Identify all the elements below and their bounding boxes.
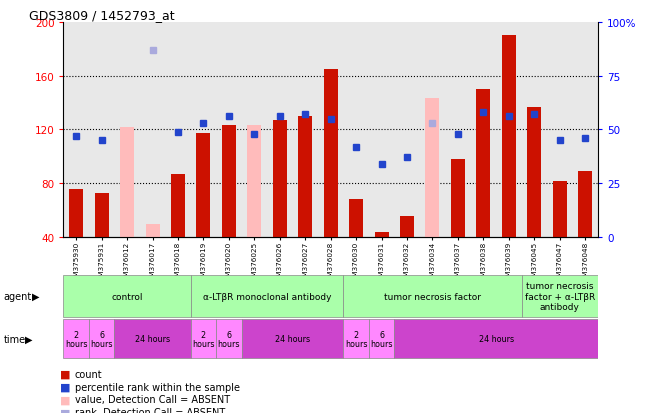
Bar [222, 126, 236, 237]
Text: control: control [112, 292, 143, 301]
Bar [343, 275, 522, 317]
Bar [527, 107, 541, 237]
Text: time: time [3, 334, 25, 344]
Bar [451, 160, 465, 237]
Bar [247, 126, 261, 237]
Bar [375, 232, 389, 237]
Bar [216, 320, 242, 358]
Text: ■: ■ [60, 382, 71, 392]
Bar [349, 200, 363, 237]
Bar [146, 224, 160, 237]
Text: 6
hours: 6 hours [90, 330, 113, 349]
Bar [196, 134, 210, 237]
Text: 24 hours: 24 hours [135, 335, 170, 344]
Bar [298, 116, 312, 237]
Text: rank, Detection Call = ABSENT: rank, Detection Call = ABSENT [75, 407, 225, 413]
Text: percentile rank within the sample: percentile rank within the sample [75, 382, 240, 392]
Text: tumor necrosis factor: tumor necrosis factor [384, 292, 481, 301]
Bar [114, 320, 190, 358]
Bar [190, 320, 216, 358]
Text: ■: ■ [60, 407, 71, 413]
Bar [171, 174, 185, 237]
Text: α-LTβR monoclonal antibody: α-LTβR monoclonal antibody [203, 292, 331, 301]
Bar [120, 127, 134, 237]
Bar [343, 320, 369, 358]
Bar [426, 99, 440, 237]
Text: agent: agent [3, 291, 31, 301]
Text: 6
hours: 6 hours [370, 330, 393, 349]
Text: ■: ■ [60, 394, 71, 404]
Bar [242, 320, 343, 358]
Bar [273, 121, 287, 237]
Bar [400, 216, 414, 237]
Bar [190, 275, 343, 317]
Text: ▶: ▶ [32, 291, 39, 301]
Bar [89, 320, 114, 358]
Bar [63, 275, 190, 317]
Text: GDS3809 / 1452793_at: GDS3809 / 1452793_at [29, 9, 174, 21]
Bar [476, 90, 490, 237]
Text: tumor necrosis
factor + α-LTβR
antibody: tumor necrosis factor + α-LTβR antibody [524, 282, 595, 311]
Text: 2
hours: 2 hours [65, 330, 88, 349]
Bar [578, 172, 592, 237]
Bar [369, 320, 394, 358]
Text: ■: ■ [60, 369, 71, 379]
Text: count: count [75, 369, 102, 379]
Text: 24 hours: 24 hours [275, 335, 310, 344]
Text: 2
hours: 2 hours [345, 330, 367, 349]
Text: value, Detection Call = ABSENT: value, Detection Call = ABSENT [75, 394, 230, 404]
Bar [552, 181, 566, 237]
Text: ▶: ▶ [25, 334, 33, 344]
Bar [95, 193, 109, 237]
Bar [63, 320, 89, 358]
Bar [522, 275, 598, 317]
Bar [394, 320, 598, 358]
Bar [502, 36, 516, 237]
Text: 24 hours: 24 hours [478, 335, 514, 344]
Bar [69, 189, 84, 237]
Text: 2
hours: 2 hours [192, 330, 214, 349]
Bar [247, 174, 261, 237]
Bar [324, 70, 337, 237]
Text: 6
hours: 6 hours [218, 330, 240, 349]
